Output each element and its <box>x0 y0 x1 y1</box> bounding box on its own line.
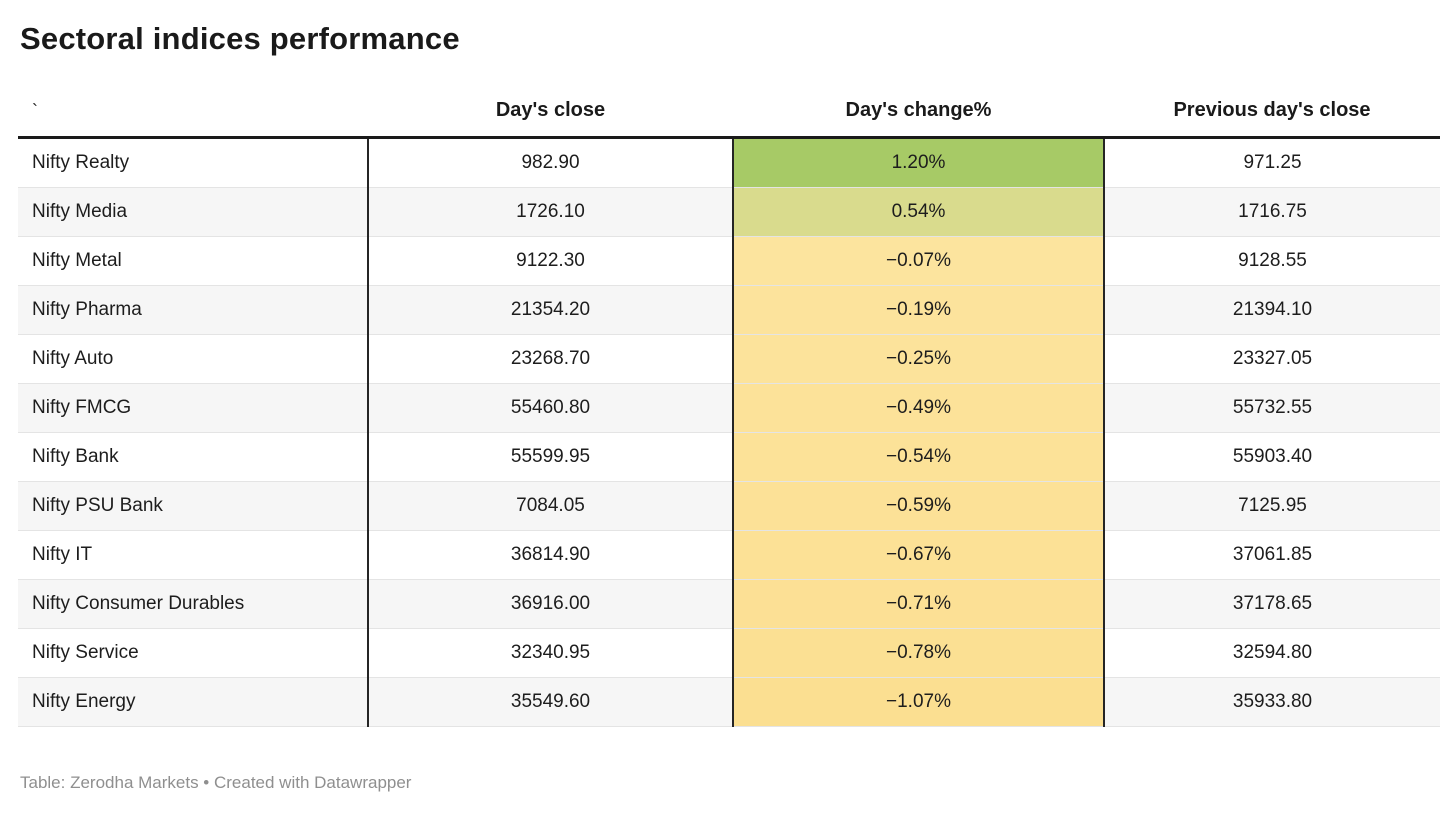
prev-close-cell: 32594.80 <box>1104 628 1440 678</box>
prev-close-cell: 1716.75 <box>1104 187 1440 237</box>
days-close-cell: 55460.80 <box>368 383 733 433</box>
days-close-cell: 7084.05 <box>368 481 733 531</box>
prev-close-cell: 37178.65 <box>1104 579 1440 629</box>
days-close-cell: 982.90 <box>521 152 580 173</box>
days-close-cell: 1726.10 <box>368 187 733 237</box>
days-close-cell: 23268.70 <box>368 334 733 384</box>
header-name-column: ` <box>18 93 368 139</box>
row-name-cell: Nifty IT <box>18 530 369 580</box>
prev-close-cell: 21394.10 <box>1104 285 1440 335</box>
row-name-cell: Nifty PSU Bank <box>18 481 369 531</box>
days-close-cell: 21354.20 <box>368 285 733 335</box>
table-row: Nifty Auto 23268.70 −0.25% 23327.05 <box>18 334 1440 384</box>
prev-close-cell: 7125.95 <box>1104 481 1440 531</box>
days-change-cell: 0.54% <box>732 187 1105 237</box>
prev-close-cell: 9128.55 <box>1104 236 1440 286</box>
header-days-change: Day's change% <box>733 93 1104 139</box>
prev-close-cell: 55903.40 <box>1104 432 1440 482</box>
days-close-cell: 32340.95 <box>368 628 733 678</box>
table-header: ` Day's close Day's change% Previous day… <box>18 93 1440 139</box>
row-name-cell: Nifty Auto <box>18 334 369 384</box>
row-name-cell: Nifty Pharma <box>18 285 369 335</box>
days-change-cell: −0.49% <box>732 383 1105 433</box>
days-change-cell: −0.19% <box>732 285 1105 335</box>
row-name-cell: Nifty Media <box>18 187 369 237</box>
prev-close-cell: 23327.05 <box>1104 334 1440 384</box>
table-row: Nifty Bank 55599.95 −0.54% 55903.40 <box>18 432 1440 482</box>
days-change-cell: −0.67% <box>732 530 1105 580</box>
table-row: Nifty PSU Bank 7084.05 −0.59% 7125.95 <box>18 481 1440 531</box>
days-close-cell: 9122.30 <box>368 236 733 286</box>
table-row: Nifty Metal 9122.30 −0.07% 9128.55 <box>18 236 1440 286</box>
row-name-cell: Nifty Energy <box>18 677 369 727</box>
row-name-cell: Nifty Bank <box>18 432 369 482</box>
days-change-cell: −0.59% <box>732 481 1105 531</box>
days-change-cell: −0.71% <box>732 579 1105 629</box>
days-close-cell: 36814.90 <box>368 530 733 580</box>
table-row: Nifty Realty 982.90 1.20% 971.25 <box>18 137 1440 188</box>
days-close-cell: 35549.60 <box>368 677 733 727</box>
table-source-footer: Table: Zerodha Markets • Created with Da… <box>20 773 412 792</box>
table-row: Nifty Service 32340.95 −0.78% 32594.80 <box>18 628 1440 678</box>
row-name-cell: Nifty Metal <box>18 236 369 286</box>
days-change-cell: −0.25% <box>732 334 1105 384</box>
prev-close-cell: 971.25 <box>1243 152 1302 173</box>
table-row: Nifty Pharma 21354.20 −0.19% 21394.10 <box>18 285 1440 335</box>
table-body: Nifty Realty 982.90 1.20% 971.25 Nifty Media… <box>18 137 1440 727</box>
row-name-cell: Nifty FMCG <box>18 383 369 433</box>
header-prev-days-close: Previous day's close <box>1104 93 1440 139</box>
table-row: Nifty FMCG 55460.80 −0.49% 55732.55 <box>18 383 1440 433</box>
days-change-cell: −0.78% <box>732 628 1105 678</box>
days-change-cell: −0.07% <box>732 236 1105 286</box>
table-row: Nifty Energy 35549.60 −1.07% 35933.80 <box>18 677 1440 727</box>
prev-close-cell: 37061.85 <box>1104 530 1440 580</box>
days-change-cell: −1.07% <box>732 677 1105 727</box>
page-title: Sectoral indices performance <box>20 21 460 56</box>
header-row: ` Day's close Day's change% Previous day… <box>18 93 1440 139</box>
table-row: Nifty IT 36814.90 −0.67% 37061.85 <box>18 530 1440 580</box>
days-close-cell: 36916.00 <box>368 579 733 629</box>
header-days-close: Day's close <box>368 93 733 139</box>
sectoral-indices-table: ` Day's close Day's change% Previous day… <box>18 93 1440 727</box>
row-name-cell: Nifty Realty <box>18 137 369 188</box>
prev-close-cell: 35933.80 <box>1104 677 1440 727</box>
row-name-cell: Nifty Consumer Durables <box>18 579 369 629</box>
days-change-cell: −0.54% <box>732 432 1105 482</box>
prev-close-cell: 55732.55 <box>1104 383 1440 433</box>
table-row: Nifty Consumer Durables 36916.00 −0.71% 371… <box>18 579 1440 629</box>
row-name-cell: Nifty Service <box>18 628 369 678</box>
days-change-cell: 1.20% <box>732 137 1105 188</box>
table-row: Nifty Media 1726.10 0.54% 1716.75 <box>18 187 1440 237</box>
days-close-cell: 55599.95 <box>368 432 733 482</box>
page: Sectoral indices performance ` Day's clo… <box>0 18 1456 828</box>
